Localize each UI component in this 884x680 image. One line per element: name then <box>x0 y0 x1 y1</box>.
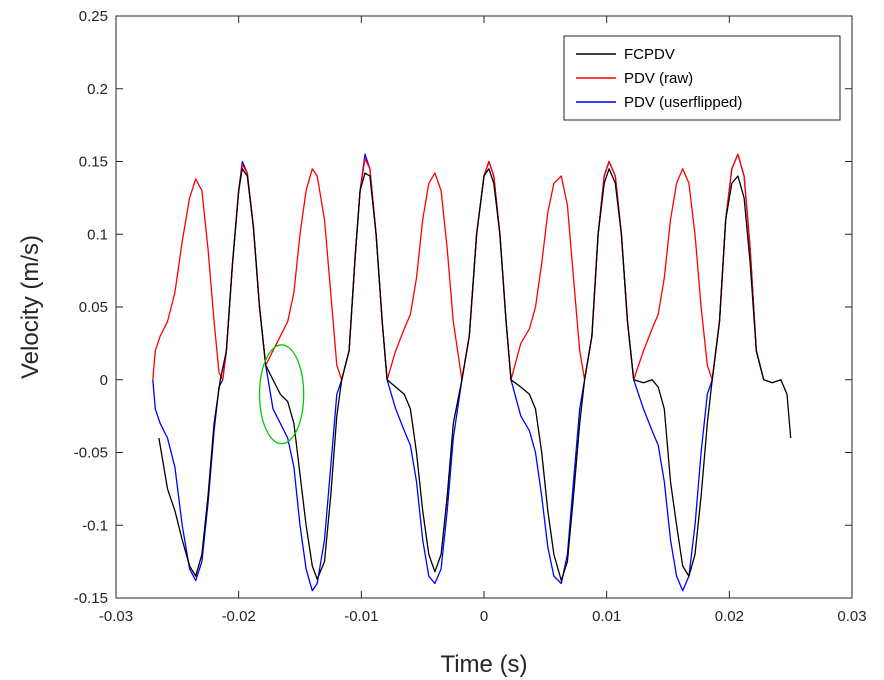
y-tick-label: -0.15 <box>74 590 108 607</box>
y-tick-label: -0.1 <box>82 517 108 534</box>
x-tick-label: 0 <box>480 608 488 625</box>
highlight-ellipse <box>258 344 305 445</box>
x-tick-label: -0.03 <box>99 608 133 625</box>
x-tick-label: 0.02 <box>715 608 744 625</box>
x-axis-label: Time (s) <box>440 651 527 678</box>
legend-label: PDV (raw) <box>624 70 693 87</box>
y-tick-label: 0.05 <box>79 299 108 316</box>
y-tick-label: 0.2 <box>87 81 108 98</box>
y-tick-label: 0 <box>100 372 108 389</box>
series-line-pdv-raw <box>152 153 765 381</box>
annotation-layer <box>258 344 305 445</box>
series-line-fcpdv <box>158 168 792 582</box>
series-line-pdv-userflipped <box>152 153 765 592</box>
axis-ticks: -0.03 -0.02 -0.01 0 0.01 0.02 0.03 -0.15 -0.1 -0.… <box>74 8 867 625</box>
series-layer <box>152 153 792 592</box>
x-tick-label: -0.02 <box>222 608 256 625</box>
y-tick-label: 0.25 <box>79 8 108 25</box>
legend-label: PDV (userflipped) <box>624 94 742 111</box>
x-tick-label: -0.01 <box>344 608 378 625</box>
legend-label: FCPDV <box>624 46 675 63</box>
y-tick-label: -0.05 <box>74 445 108 462</box>
x-tick-label: 0.01 <box>592 608 621 625</box>
legend: FCPDV PDV (raw) PDV (userflipped) <box>563 35 841 121</box>
y-axis-label: Velocity (m/s) <box>17 235 44 379</box>
y-tick-label: 0.1 <box>87 226 108 243</box>
y-tick-label: 0.15 <box>79 154 108 171</box>
x-tick-label: 0.03 <box>837 608 866 625</box>
